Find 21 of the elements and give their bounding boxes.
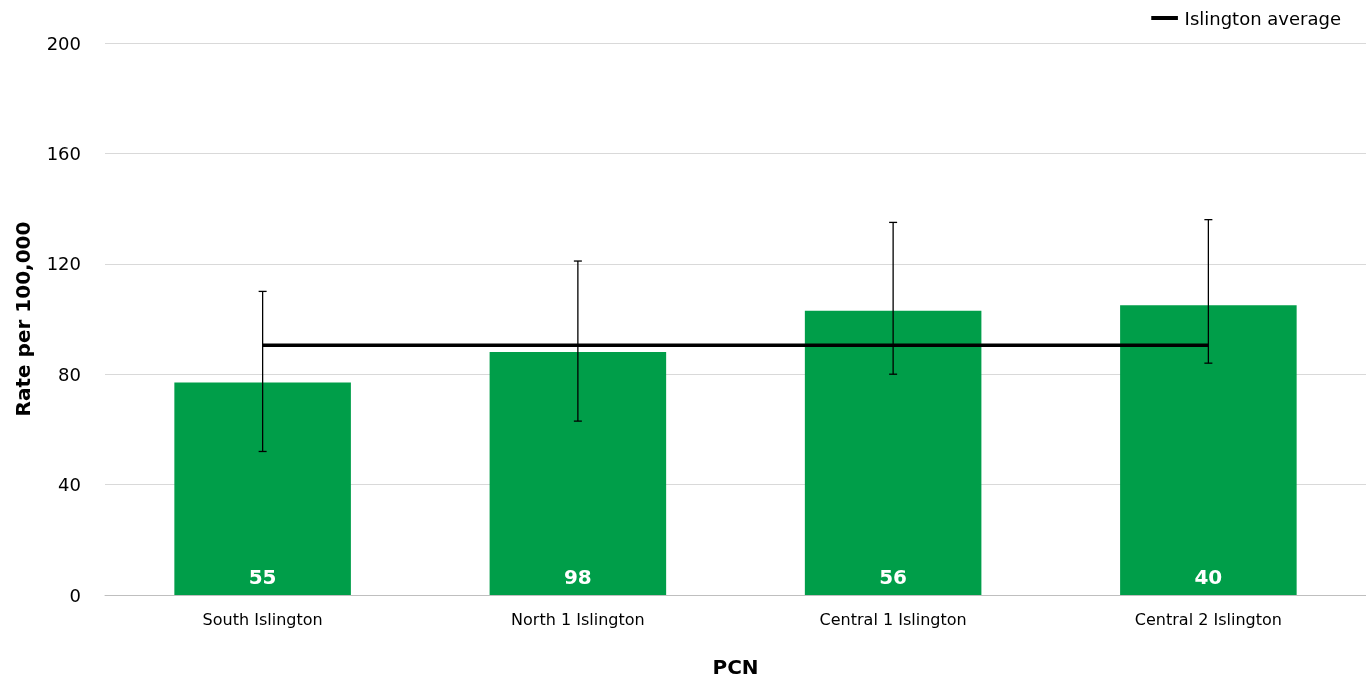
y-tick-label: 40 <box>58 474 81 496</box>
x-tick-label: North 1 Islington <box>511 609 645 629</box>
bar <box>804 310 982 595</box>
annotation: 56 <box>879 565 908 589</box>
annotation: 98 <box>563 565 592 589</box>
legend-label: Islington average <box>1184 7 1342 29</box>
x-tick-label: Central 1 Islington <box>819 609 967 629</box>
x-tick-label: South Islington <box>202 609 323 629</box>
y-tick-label: 80 <box>58 363 81 385</box>
x-axis-title: PCN <box>712 655 759 679</box>
y-tick-label: 0 <box>69 584 81 606</box>
bar <box>174 382 351 595</box>
y-tick-label: 120 <box>46 253 81 275</box>
x-tick-label: Central 2 Islington <box>1134 609 1282 629</box>
y-tick-label: 200 <box>46 32 81 54</box>
bar <box>489 352 667 595</box>
annotation: 40 <box>1194 565 1223 589</box>
bar <box>1120 305 1297 595</box>
annotation: 55 <box>248 565 277 589</box>
y-axis-title: Rate per 100,000 <box>11 221 35 417</box>
y-tick-label: 160 <box>46 142 81 164</box>
